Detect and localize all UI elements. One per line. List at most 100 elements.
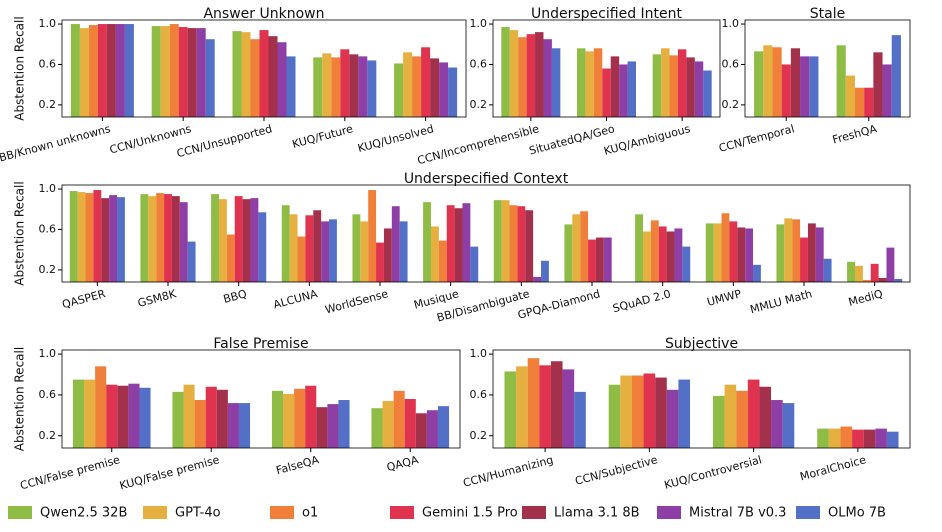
- bar: [682, 246, 691, 282]
- bar: [358, 56, 368, 117]
- legend-label: Gemini 1.5 Pro: [422, 506, 518, 521]
- bar: [620, 375, 632, 448]
- bar: [631, 375, 644, 448]
- bar: [79, 28, 89, 117]
- y-tick-label: 1.0: [722, 17, 740, 30]
- y-axis-label: Abstention Recall: [13, 16, 27, 120]
- bar: [800, 56, 810, 117]
- bar: [776, 224, 785, 282]
- bar: [446, 205, 455, 282]
- bar: [171, 196, 180, 282]
- bar: [448, 67, 458, 117]
- bar: [187, 28, 197, 117]
- bar: [593, 48, 603, 117]
- bar: [782, 403, 795, 448]
- bar: [541, 260, 549, 282]
- y-tick-label: 0.6: [39, 222, 57, 235]
- y-tick-label: 0.2: [470, 429, 488, 442]
- y-tick-label: 0.6: [39, 57, 57, 70]
- bar: [95, 366, 107, 448]
- bar: [338, 400, 350, 448]
- y-tick-label: 0.2: [470, 98, 488, 111]
- bar: [399, 221, 408, 282]
- bar: [854, 87, 865, 117]
- bar: [863, 429, 876, 448]
- x-tick-label: GPQA-Diamond: [516, 287, 601, 321]
- bar: [772, 47, 782, 117]
- bar: [870, 263, 879, 282]
- x-tick-label: FreshQA: [831, 122, 879, 146]
- bar: [430, 58, 440, 117]
- legend-swatch: [657, 506, 681, 519]
- bar: [250, 198, 259, 282]
- bar: [666, 231, 675, 282]
- bar: [194, 400, 206, 448]
- bar: [439, 62, 449, 117]
- bar: [674, 228, 683, 282]
- bar: [294, 388, 306, 448]
- bar: [669, 55, 678, 117]
- bar: [403, 52, 413, 118]
- bar: [886, 431, 899, 448]
- bar: [864, 87, 874, 117]
- bar: [493, 200, 502, 282]
- bar: [106, 384, 118, 448]
- bar: [281, 205, 290, 282]
- bar: [817, 428, 829, 448]
- bar: [736, 390, 748, 448]
- bar: [564, 224, 573, 282]
- chart-title: Answer Unknown: [203, 6, 324, 22]
- bar: [128, 383, 140, 448]
- bar: [543, 39, 552, 117]
- x-tick-label: CCN/Temporal: [717, 122, 795, 155]
- bar: [283, 393, 295, 448]
- bar: [93, 190, 102, 282]
- bar: [759, 386, 772, 448]
- bar: [462, 203, 471, 282]
- bar: [227, 403, 239, 448]
- x-tick-label: QAQA: [385, 453, 420, 474]
- x-tick-label: GSM8K: [136, 287, 178, 310]
- x-tick-label: BB/Known unknowns: [0, 122, 112, 164]
- bar: [747, 379, 760, 448]
- bar: [504, 371, 517, 448]
- bar: [77, 192, 86, 282]
- y-tick-label: 0.6: [39, 388, 57, 401]
- bar: [836, 45, 846, 117]
- bar: [705, 223, 714, 282]
- y-tick-label: 1.0: [39, 182, 57, 195]
- bar: [151, 26, 161, 117]
- bar: [661, 48, 670, 117]
- x-tick-label: SQuAD 2.0: [611, 287, 672, 315]
- bar: [585, 51, 594, 117]
- bar: [655, 377, 667, 448]
- bar: [437, 406, 450, 448]
- legend-label: Llama 3.1 8B: [554, 506, 640, 521]
- bar: [382, 401, 394, 448]
- bar: [313, 210, 322, 282]
- x-tick-label: CCN/Subjective: [574, 453, 659, 488]
- bar: [588, 239, 596, 282]
- legend-swatch: [143, 506, 167, 519]
- bar: [539, 365, 551, 448]
- bar: [809, 56, 819, 117]
- bar: [754, 51, 764, 117]
- y-tick-label: 0.2: [39, 98, 57, 111]
- bar: [852, 429, 864, 448]
- x-tick-label: MediQ: [847, 287, 884, 309]
- bar: [259, 30, 269, 118]
- bar: [627, 61, 637, 117]
- bar: [686, 57, 695, 117]
- bar: [404, 399, 416, 448]
- y-tick-label: 1.0: [39, 347, 57, 360]
- bar: [525, 210, 534, 282]
- bar: [840, 426, 853, 448]
- bar: [72, 379, 85, 448]
- legend-swatch: [522, 506, 546, 519]
- bar: [666, 389, 679, 448]
- plot-frame: [744, 19, 911, 118]
- bar: [703, 70, 712, 117]
- bar: [619, 64, 628, 117]
- bar: [393, 390, 405, 448]
